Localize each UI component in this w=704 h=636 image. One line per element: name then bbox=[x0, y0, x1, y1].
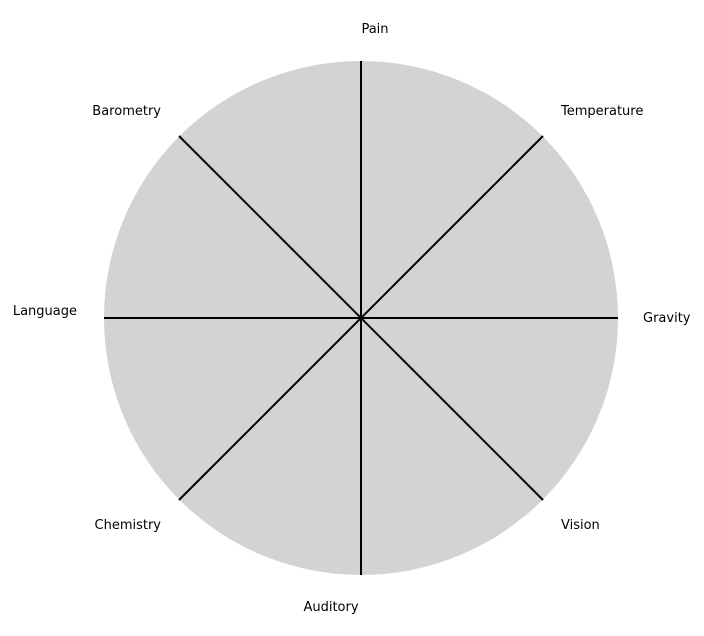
label-chemistry: Chemistry bbox=[95, 518, 162, 533]
label-auditory: Auditory bbox=[303, 600, 358, 615]
label-pain: Pain bbox=[361, 22, 388, 37]
label-temperature: Temperature bbox=[560, 104, 643, 119]
sector-labels: Pain Temperature Gravity Vision Auditory… bbox=[13, 22, 691, 615]
spoke-diagonal-falling bbox=[178, 135, 544, 501]
label-language: Language bbox=[13, 304, 77, 319]
spokes bbox=[104, 61, 618, 575]
label-barometry: Barometry bbox=[92, 104, 161, 119]
label-gravity: Gravity bbox=[643, 311, 691, 326]
label-vision: Vision bbox=[561, 518, 600, 533]
